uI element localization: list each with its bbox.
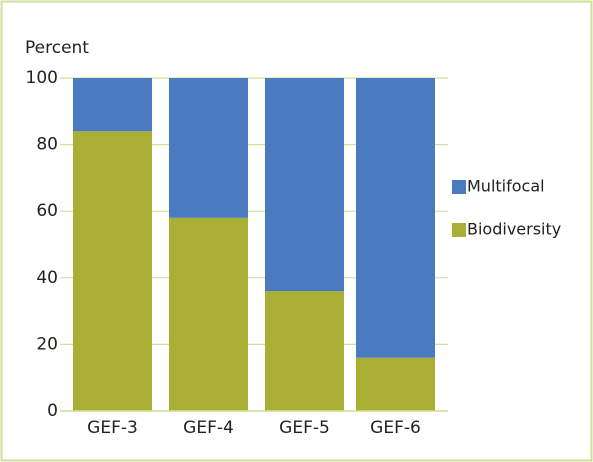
bar-segment	[356, 357, 435, 411]
bar-segment	[73, 78, 152, 132]
bar-segment	[169, 217, 248, 411]
legend-swatch	[452, 180, 466, 194]
y-axis-title: Percent	[25, 38, 89, 58]
bar-segment	[169, 78, 248, 218]
bar-segment	[356, 78, 435, 358]
x-tick-label: GEF-3	[87, 418, 138, 438]
y-tick-label: 20	[36, 334, 58, 354]
bar-segment	[265, 78, 344, 292]
y-tick-label: 100	[26, 68, 58, 88]
legend-label: Biodiversity	[467, 220, 561, 239]
legend-swatch	[452, 223, 466, 237]
y-tick-label: 80	[36, 135, 58, 155]
bar-segment	[265, 291, 344, 411]
x-tick-label: GEF-6	[370, 418, 421, 438]
y-tick-label: 0	[47, 401, 58, 421]
x-tick-label: GEF-4	[183, 418, 234, 438]
x-tick-label: GEF-5	[279, 418, 330, 438]
bar-segment	[73, 131, 152, 411]
y-tick-label: 40	[36, 268, 58, 288]
y-tick-label: 60	[36, 201, 58, 221]
legend-label: Multifocal	[467, 177, 545, 196]
